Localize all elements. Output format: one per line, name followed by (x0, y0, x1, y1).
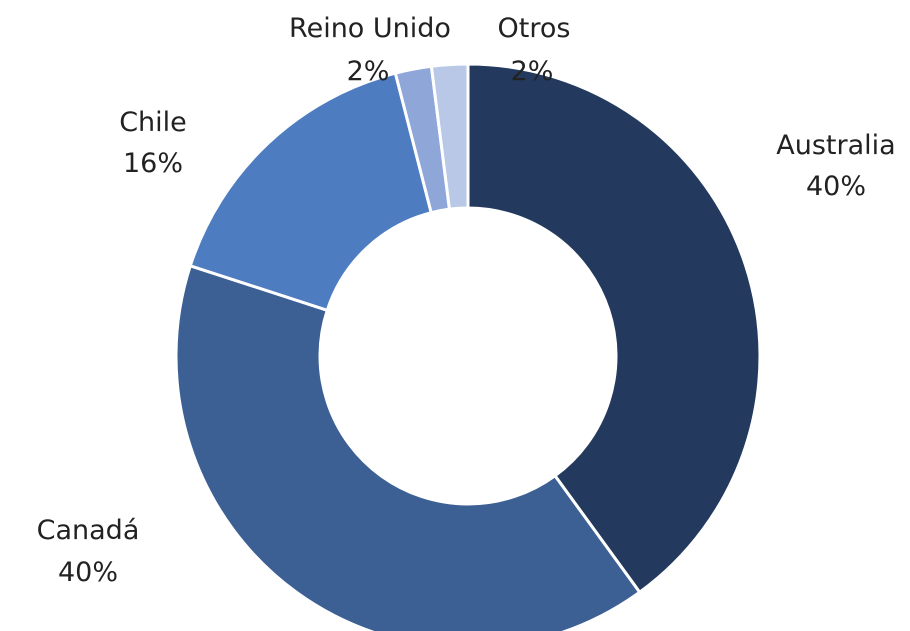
slices-group (174, 62, 762, 631)
slice-label-chile: Chile (119, 107, 187, 138)
slice-label-australia: Australia (776, 130, 895, 161)
slice-value-reino-unido: 2% (347, 56, 390, 87)
slice-label-reino-unido: Reino Unido (289, 13, 451, 44)
slice-label-otros: Otros (498, 13, 571, 44)
slice-otros (429, 62, 470, 211)
slice-canada (174, 263, 642, 631)
slice-value-chile: 16% (123, 148, 183, 179)
slice-value-australia: 40% (806, 171, 866, 202)
slice-australia (466, 62, 762, 595)
slice-label-canada: Canadá (37, 515, 140, 546)
slice-chile (188, 71, 434, 313)
slice-value-canada: 40% (58, 557, 118, 588)
slice-value-otros: 2% (511, 56, 554, 87)
